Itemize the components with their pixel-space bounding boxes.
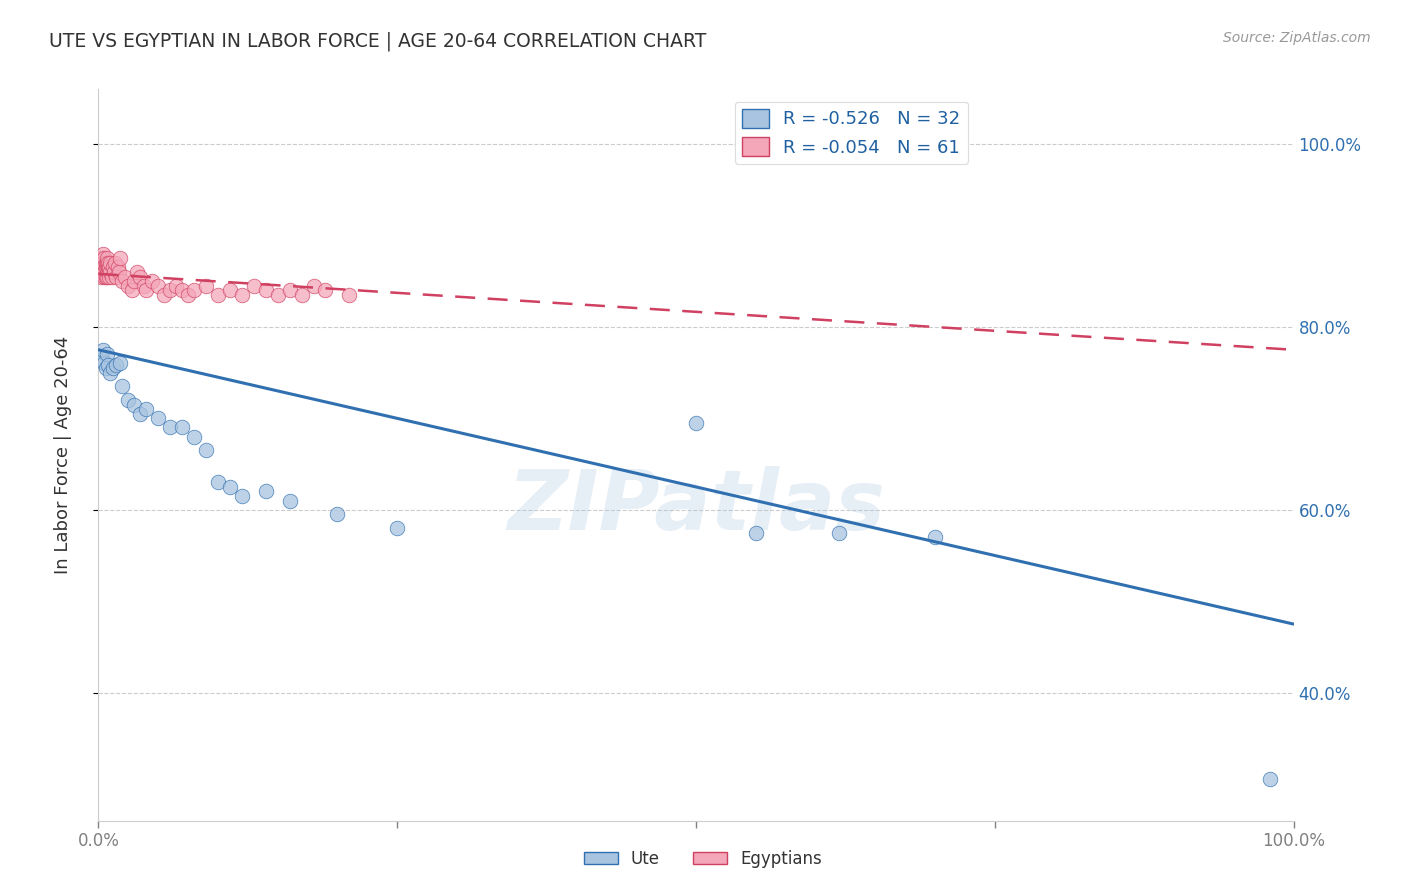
Point: [105, 359, 128, 373]
Point: [101, 361, 124, 376]
Point: [326, 508, 349, 522]
Point: [172, 284, 194, 298]
Point: [254, 284, 277, 298]
Point: [148, 411, 170, 425]
Point: [91, 343, 114, 357]
Point: [159, 420, 181, 434]
Point: [924, 530, 946, 544]
Point: [93, 265, 115, 279]
Point: [91, 252, 114, 266]
Point: [141, 274, 163, 288]
Point: [90, 269, 112, 284]
Point: [165, 278, 187, 293]
Point: [124, 274, 146, 288]
Point: [153, 288, 176, 302]
Point: [129, 269, 152, 284]
Point: [135, 402, 157, 417]
Point: [135, 284, 157, 298]
Point: [97, 359, 120, 373]
Point: [207, 288, 229, 302]
Point: [93, 252, 115, 266]
Point: [91, 246, 114, 260]
Point: [183, 430, 205, 444]
Point: [302, 278, 325, 293]
Point: [828, 525, 851, 540]
Point: [97, 265, 120, 279]
Point: [89, 265, 111, 279]
Point: [107, 260, 129, 275]
Point: [114, 269, 136, 284]
Point: [195, 278, 218, 293]
Point: [96, 265, 118, 279]
Point: [94, 260, 117, 275]
Point: [219, 480, 242, 494]
Point: [231, 489, 253, 503]
Y-axis label: In Labor Force | Age 20-64: In Labor Force | Age 20-64: [53, 335, 72, 574]
Point: [1258, 772, 1281, 787]
Point: [195, 443, 218, 458]
Point: [219, 284, 242, 298]
Point: [177, 288, 200, 302]
Point: [91, 256, 114, 270]
Point: [267, 288, 290, 302]
Point: [93, 356, 115, 371]
Point: [90, 256, 112, 270]
Point: [91, 351, 114, 366]
Text: Source: ZipAtlas.com: Source: ZipAtlas.com: [1223, 31, 1371, 45]
Point: [98, 260, 121, 275]
Point: [243, 278, 266, 293]
Point: [111, 274, 134, 288]
Point: [91, 260, 114, 275]
Point: [98, 256, 122, 270]
Point: [97, 260, 120, 275]
Point: [108, 252, 131, 266]
Point: [207, 475, 229, 490]
Point: [117, 278, 139, 293]
Text: ZIPatlas: ZIPatlas: [508, 466, 884, 547]
Point: [98, 366, 122, 380]
Point: [231, 288, 253, 302]
Point: [278, 493, 301, 508]
Legend: Ute, Egyptians: Ute, Egyptians: [578, 844, 828, 875]
Point: [105, 269, 128, 284]
Point: [129, 407, 152, 421]
Point: [103, 265, 125, 279]
Point: [107, 265, 129, 279]
Point: [172, 420, 194, 434]
Point: [108, 356, 131, 371]
Point: [111, 379, 134, 393]
Point: [117, 392, 139, 407]
Point: [98, 269, 121, 284]
Point: [100, 269, 122, 284]
Point: [132, 278, 155, 293]
Point: [124, 398, 146, 412]
Point: [254, 484, 277, 499]
Point: [315, 284, 337, 298]
Point: [93, 269, 115, 284]
Point: [96, 269, 118, 284]
Point: [96, 256, 118, 270]
Point: [97, 256, 120, 270]
Point: [183, 284, 205, 298]
Point: [685, 416, 707, 430]
Point: [148, 278, 170, 293]
Legend: R = -0.526   N = 32, R = -0.054   N = 61: R = -0.526 N = 32, R = -0.054 N = 61: [735, 102, 967, 164]
Point: [121, 284, 143, 298]
Point: [159, 284, 181, 298]
Point: [101, 260, 124, 275]
Point: [339, 288, 361, 302]
Point: [98, 265, 122, 279]
Text: UTE VS EGYPTIAN IN LABOR FORCE | AGE 20-64 CORRELATION CHART: UTE VS EGYPTIAN IN LABOR FORCE | AGE 20-…: [49, 31, 707, 51]
Point: [96, 347, 118, 361]
Point: [94, 361, 117, 376]
Point: [96, 252, 118, 266]
Point: [125, 265, 148, 279]
Point: [104, 256, 127, 270]
Point: [385, 521, 409, 535]
Point: [278, 284, 301, 298]
Point: [745, 525, 768, 540]
Point: [94, 256, 117, 270]
Point: [94, 269, 117, 284]
Point: [291, 288, 314, 302]
